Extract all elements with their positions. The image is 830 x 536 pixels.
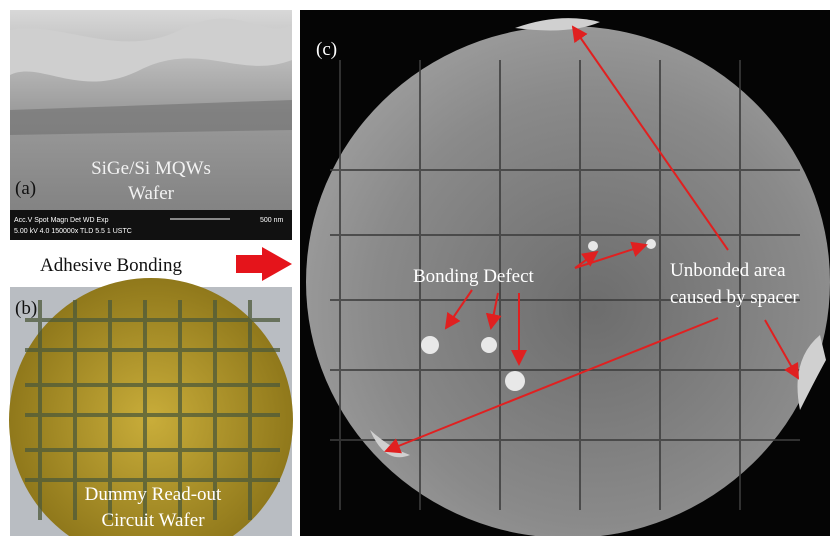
sem-header: Acc.V Spot Magn Det WD Exp: [14, 217, 109, 224]
caption: SiGe/Si MQWs: [91, 158, 211, 179]
defect: [505, 371, 525, 391]
figure: Acc.V Spot Magn Det WD Exp 5.00 kV 4.0 1…: [0, 0, 830, 536]
annotation: Bonding Defect: [413, 266, 535, 287]
panel-c: (c) Bonding Defect Unbonded area caused …: [300, 10, 830, 536]
page: Acc.V Spot Magn Det WD Exp 5.00 kV 4.0 1…: [0, 0, 830, 536]
annotation: Unbonded area: [670, 260, 786, 281]
defect: [481, 337, 497, 353]
caption: Dummy Read-out: [85, 484, 222, 505]
defect: [646, 239, 656, 249]
sem-scale: 500 nm: [260, 217, 284, 224]
defect: [588, 241, 598, 251]
annotation: caused by spacer: [670, 287, 799, 308]
caption: Wafer: [128, 183, 175, 204]
panel-label: (a): [15, 178, 36, 199]
panel-label: (b): [15, 298, 37, 319]
wafer: [306, 26, 830, 536]
panel-b: (b) Dummy Read-out Circuit Wafer: [9, 278, 293, 536]
sem-values: 5.00 kV 4.0 150000x TLD 5.5 1 USTC: [14, 228, 132, 235]
panel-a: Acc.V Spot Magn Det WD Exp 5.00 kV 4.0 1…: [10, 10, 292, 240]
caption: Circuit Wafer: [101, 510, 205, 531]
defect: [421, 336, 439, 354]
process-arrow: [236, 247, 292, 281]
process-label: Adhesive Bonding: [40, 255, 182, 276]
sem-info-bar: [10, 210, 292, 240]
panel-label: (c): [316, 39, 337, 60]
